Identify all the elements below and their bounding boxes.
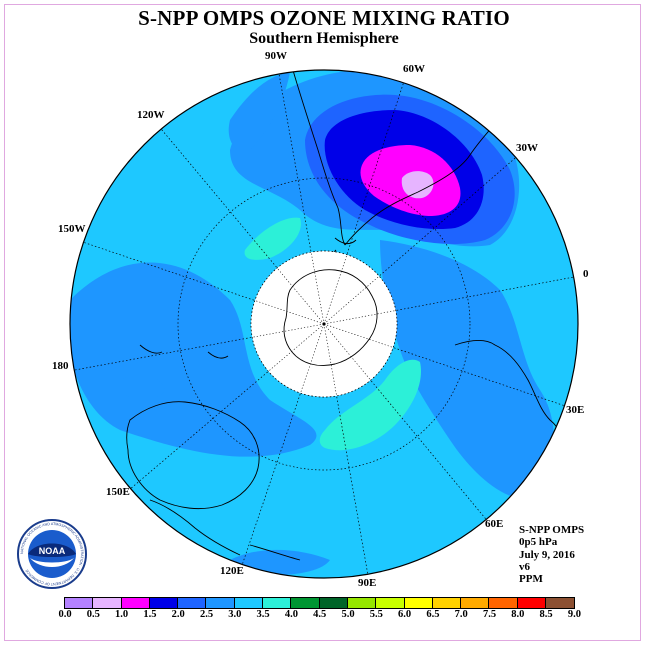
lon-label-120w: 120W <box>137 109 165 121</box>
colorbar-swatch <box>93 598 122 608</box>
australia-coast <box>126 401 260 510</box>
page-title: S-NPP OMPS OZONE MIXING RATIO <box>138 6 510 30</box>
lon-label-90w: 90W <box>265 50 287 62</box>
south-america-coast <box>289 70 501 246</box>
meridian-60e <box>323 323 487 520</box>
meridian-120w <box>161 129 325 325</box>
meridian-90e <box>323 323 369 575</box>
colorbar-tick-label: 5.0 <box>341 609 355 620</box>
lon-label-0: 0 <box>583 268 589 280</box>
meridian-150w <box>83 241 325 325</box>
info-level: 0p5 hPa <box>519 536 558 549</box>
colorbar-swatch <box>149 598 179 608</box>
contour-region-southwest <box>120 374 165 400</box>
lon-label-30e: 30E <box>566 404 585 416</box>
colorbar-swatch <box>546 598 575 608</box>
meridian-180 <box>74 323 325 371</box>
lon-label-150w: 150W <box>58 223 86 235</box>
colorbar-tick-label: 2.0 <box>171 609 185 620</box>
colorbar-swatch <box>432 598 462 608</box>
maritime-continent-coast <box>149 499 301 561</box>
meridian-30e <box>323 323 565 406</box>
colorbar-tick-label: 4.0 <box>284 609 298 620</box>
info-block: S-NPP OMPS 0p5 hPa July 9, 2016 v6 PPM <box>519 524 584 585</box>
contour-region-northwest <box>228 72 290 151</box>
colorbar-tick-label: 3.0 <box>228 609 242 620</box>
lon-label-30w: 30W <box>516 142 538 154</box>
colorbar-tick-label: 5.5 <box>369 609 383 620</box>
lon-label-60e: 60E <box>485 518 504 530</box>
colorbar-tick-label: 7.0 <box>454 609 468 620</box>
colorbar-tick-label: 8.5 <box>539 609 553 620</box>
colorbar <box>64 597 576 609</box>
colorbar-swatch <box>291 598 320 608</box>
contour-patch-east <box>319 359 421 451</box>
tierra-del-fuego-coast <box>334 237 357 245</box>
colorbar-tick-label: 0.5 <box>86 609 100 620</box>
inner-meridians <box>252 252 396 396</box>
meridian-120e <box>241 323 325 565</box>
latitude-circle-middle <box>177 177 471 471</box>
colorbar-swatch <box>121 598 150 608</box>
antarctica-coast-inner <box>283 269 378 366</box>
colorbar-tick-label: 0.0 <box>58 609 72 620</box>
contour-region-west <box>70 262 317 457</box>
lon-label-150e: 150E <box>106 486 130 498</box>
colorbar-tick-label: 6.5 <box>426 609 440 620</box>
page-subtitle: Southern Hemisphere <box>249 30 399 47</box>
new-zealand-coast <box>139 344 229 359</box>
colorbar-swatch <box>206 598 235 608</box>
colorbar-swatch <box>461 598 490 608</box>
colorbar-tick-label: 2.5 <box>199 609 214 620</box>
colorbar-swatch <box>489 598 518 608</box>
lon-label-60w: 60W <box>403 63 425 75</box>
polar-mask-overlay <box>250 250 398 398</box>
lon-label-90e: 90E <box>358 577 377 589</box>
figure-frame <box>4 4 641 641</box>
colorbar-swatch <box>347 598 377 608</box>
colorbar-swatch <box>65 598 94 608</box>
colorbar-tick-label: 1.5 <box>143 609 157 620</box>
meridian-90w <box>278 73 325 325</box>
colorbar-swatch <box>404 598 433 608</box>
colorbar-swatch <box>319 598 348 608</box>
contour-patch-west <box>244 217 301 260</box>
map-border <box>69 69 579 579</box>
info-version: v6 <box>519 560 530 573</box>
info-instrument: S-NPP OMPS <box>519 524 585 536</box>
meridian-150e <box>130 323 325 489</box>
colorbar-swatch <box>234 598 264 608</box>
noaa-logo-text: NOAA <box>39 546 66 556</box>
meridian-0 <box>323 276 574 325</box>
colorbar-swatch <box>263 598 292 608</box>
colorbar-swatch <box>517 598 547 608</box>
colorbar-tick-label: 6.0 <box>398 609 412 620</box>
colorbar-tick-label: 8.0 <box>511 609 525 620</box>
colorbar-tick-label: 7.5 <box>482 609 497 620</box>
contour-low-minimum <box>401 171 434 199</box>
colorbar-swatch <box>178 598 207 608</box>
colorbar-swatch <box>376 598 405 608</box>
meridian-60w <box>323 82 404 325</box>
colorbar-tick-label: 3.5 <box>256 609 270 620</box>
colorbar-tick-label: 9.0 <box>567 609 581 620</box>
info-units: PPM <box>519 573 543 586</box>
lon-label-180: 180 <box>52 360 69 372</box>
colorbar-tick-label: 4.5 <box>313 609 327 620</box>
noaa-logo: NOAA NATIONAL OCEANIC AND ATMOSPHERIC AD… <box>17 519 87 589</box>
colorbar-tick-label: 1.0 <box>115 609 129 620</box>
lon-label-120e: 120E <box>220 565 244 577</box>
meridian-30w <box>323 157 517 325</box>
south-pole-marker <box>322 322 326 326</box>
colorbar-ticks: 0.0 0.5 1.0 1.5 2.0 2.5 3.0 3.5 4.0 4.5 5.0 5.5 6.0 6… <box>0 609 648 623</box>
info-date: July 9, 2016 <box>519 548 575 561</box>
